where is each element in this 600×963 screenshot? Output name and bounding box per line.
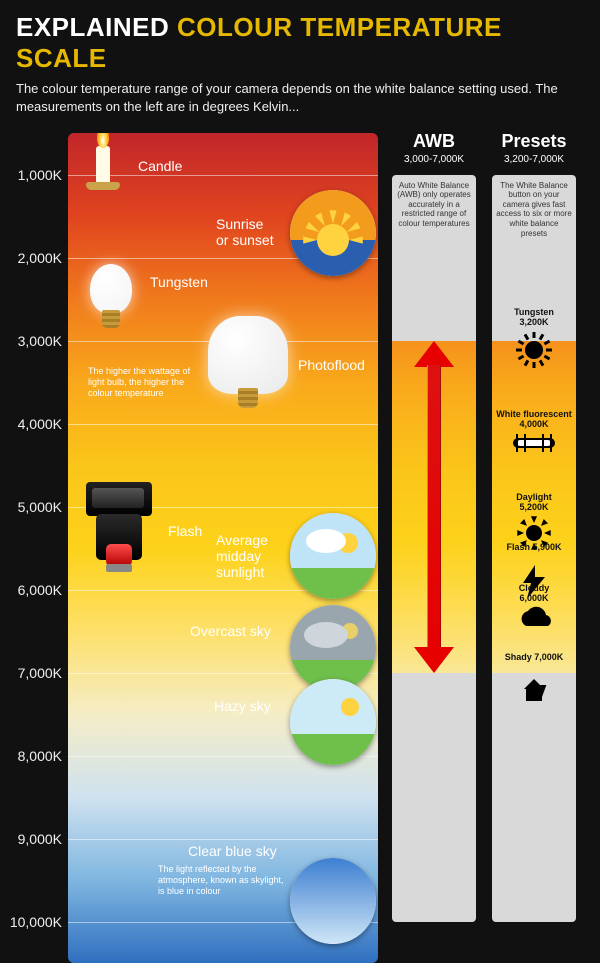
page-subtitle: The colour temperature range of your cam… xyxy=(16,80,576,115)
gridline xyxy=(68,424,378,425)
sunrise-icon xyxy=(290,190,376,276)
y-axis-label: 9,000K xyxy=(6,831,62,847)
preset-label: Flash 5,900K xyxy=(492,543,576,553)
infographic-stage: Candle Sunriseor sunset Tungsten Photoflood… xyxy=(0,133,600,963)
awb-range: 3,000-7,000K xyxy=(392,154,476,165)
candle-label: Candle xyxy=(138,158,182,174)
preset-label: Cloudy6,000K xyxy=(492,584,576,604)
preset-label: White fluorescent4,000K xyxy=(492,410,576,430)
presets-title: Presets xyxy=(501,131,566,151)
sunrise-label: Sunriseor sunset xyxy=(216,216,274,248)
preset-shady-icon xyxy=(492,675,576,705)
awb-arrow-body xyxy=(427,365,441,649)
presets-range: 3,200-7,000K xyxy=(492,154,576,165)
header: EXPLAINED COLOUR TEMPERATURE SCALE The c… xyxy=(0,0,600,123)
photoflood-label: Photoflood xyxy=(298,357,365,373)
preset-label: Tungsten3,200K xyxy=(492,308,576,328)
flash-label: Flash xyxy=(168,523,202,539)
y-axis-label: 2,000K xyxy=(6,250,62,266)
preset-label: Daylight5,200K xyxy=(492,493,576,513)
tungsten-label: Tungsten xyxy=(150,274,208,290)
presets-column-header: Presets 3,200-7,000K xyxy=(492,131,576,165)
clearsky-icon xyxy=(290,858,376,944)
preset-fluorescent-icon xyxy=(492,432,576,454)
tungsten-bulb-icon xyxy=(90,264,132,314)
awb-title: AWB xyxy=(413,131,455,151)
wattage-note: The higher the wattage of light bulb, th… xyxy=(88,366,208,400)
y-axis-label: 3,000K xyxy=(6,333,62,349)
presets-note: The White Balance button on your camera … xyxy=(496,181,572,239)
hazy-icon xyxy=(290,679,376,765)
midday-label: Averagemiddaysunlight xyxy=(216,532,268,580)
awb-arrowhead-up xyxy=(414,341,454,367)
preset-sunburst-icon xyxy=(492,330,576,370)
midday-icon xyxy=(290,513,376,599)
overcast-icon xyxy=(290,605,376,691)
clearsky-note: The light reflected by the atmosphere, k… xyxy=(158,864,288,898)
y-axis-label: 7,000K xyxy=(6,665,62,681)
awb-column: Auto White Balance (AWB) only operates a… xyxy=(392,175,476,922)
y-axis-label: 10,000K xyxy=(6,914,62,930)
awb-note: Auto White Balance (AWB) only operates a… xyxy=(396,181,472,229)
y-axis-label: 4,000K xyxy=(6,416,62,432)
color-temperature-column: Candle Sunriseor sunset Tungsten Photoflood… xyxy=(68,133,378,963)
gridline xyxy=(68,175,378,176)
flash-unit-icon xyxy=(86,482,152,516)
y-axis-label: 8,000K xyxy=(6,748,62,764)
title-part1: EXPLAINED xyxy=(16,12,177,42)
gridline xyxy=(68,839,378,840)
preset-cloud-icon xyxy=(492,606,576,632)
awb-column-header: AWB 3,000-7,000K xyxy=(392,131,476,165)
hazy-label: Hazy sky xyxy=(214,698,271,714)
y-axis-label: 5,000K xyxy=(6,499,62,515)
page-title: EXPLAINED COLOUR TEMPERATURE SCALE xyxy=(16,12,584,74)
overcast-label: Overcast sky xyxy=(190,623,271,639)
y-axis-label: 1,000K xyxy=(6,167,62,183)
candle-icon xyxy=(96,146,110,184)
clearsky-label: Clear blue sky xyxy=(188,843,277,859)
presets-column: The White Balance button on your camera … xyxy=(492,175,576,922)
photoflood-bulb-icon xyxy=(208,316,288,394)
preset-label: Shady 7,000K xyxy=(492,653,576,663)
y-axis-label: 6,000K xyxy=(6,582,62,598)
awb-arrowhead-down xyxy=(414,647,454,673)
